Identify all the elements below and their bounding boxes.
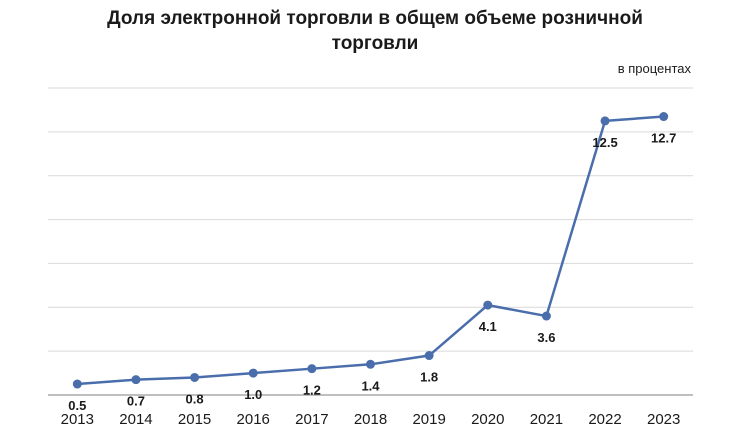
x-tick-label: 2022 xyxy=(588,411,621,428)
data-point xyxy=(659,112,669,122)
data-label: 1.2 xyxy=(303,383,321,398)
chart-title: Доля электронной торговли в общем объеме… xyxy=(0,6,750,56)
x-tick-label: 2013 xyxy=(61,411,94,428)
data-point xyxy=(307,364,317,374)
x-tick-label: 2021 xyxy=(530,411,563,428)
data-label: 1.0 xyxy=(244,387,262,402)
data-point xyxy=(248,368,258,378)
data-label: 1.8 xyxy=(420,370,438,385)
data-label: 0.5 xyxy=(68,398,86,413)
data-label: 12.5 xyxy=(592,135,617,150)
data-point xyxy=(190,372,200,382)
x-tick-label: 2016 xyxy=(237,411,270,428)
series-line xyxy=(77,115,664,386)
data-label: 1.4 xyxy=(361,378,380,393)
x-tick-label: 2017 xyxy=(295,411,328,428)
data-point xyxy=(131,375,141,385)
x-tick-label: 2014 xyxy=(119,411,152,428)
x-tick-label: 2019 xyxy=(412,411,445,428)
x-tick-label: 2020 xyxy=(471,411,504,428)
data-label: 0.8 xyxy=(186,391,204,406)
data-point xyxy=(424,351,434,361)
data-point xyxy=(600,116,610,126)
data-point xyxy=(366,359,375,369)
chart-title-line-1: Доля электронной торговли в общем объеме… xyxy=(107,8,643,29)
data-point xyxy=(72,379,82,389)
data-label: 4.1 xyxy=(479,319,497,334)
chart-title-line-2: торговли xyxy=(331,33,419,54)
data-point xyxy=(483,300,493,310)
data-label: 12.7 xyxy=(651,131,676,146)
x-tick-label: 2023 xyxy=(647,411,680,428)
data-label: 3.6 xyxy=(537,330,555,345)
x-tick-label: 2018 xyxy=(354,411,387,428)
x-tick-label: 2015 xyxy=(178,411,211,428)
unit-label: в процентах xyxy=(617,61,691,76)
data-point xyxy=(541,311,551,321)
data-label: 0.7 xyxy=(127,394,145,409)
